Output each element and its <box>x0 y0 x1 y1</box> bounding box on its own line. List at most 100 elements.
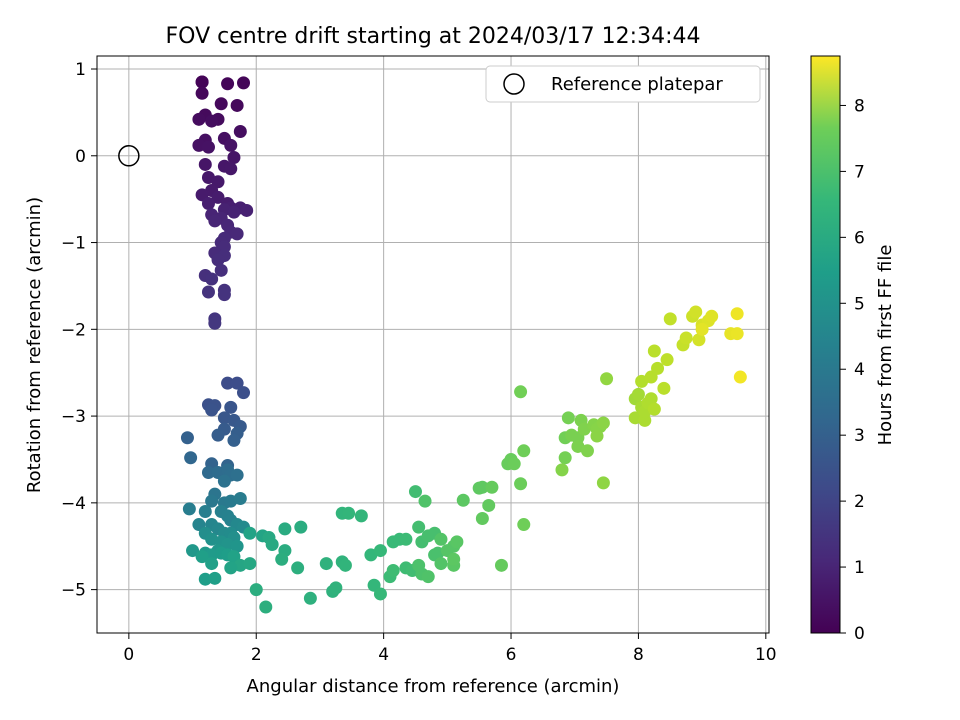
y-tick-label: 1 <box>75 60 86 80</box>
plot-frame <box>96 55 770 634</box>
data-point <box>230 468 244 482</box>
data-point <box>195 75 209 89</box>
data-point <box>580 444 594 458</box>
data-point <box>342 506 356 520</box>
data-point <box>485 480 499 494</box>
data-point <box>186 544 200 558</box>
y-tick-label: −2 <box>61 320 86 340</box>
data-point <box>201 197 215 211</box>
data-point <box>182 502 196 516</box>
colorbar-tick-label: 7 <box>854 162 865 182</box>
data-point <box>514 385 528 399</box>
y-tick-label: −3 <box>61 407 86 427</box>
colorbar-tick-label: 1 <box>854 558 865 578</box>
data-point <box>418 494 432 508</box>
data-point <box>201 285 215 299</box>
data-point <box>555 463 569 477</box>
data-point <box>663 312 677 326</box>
data-point <box>233 124 247 138</box>
colorbar-ticks: 0 1 2 3 4 5 6 7 8 <box>840 96 865 644</box>
data-point <box>733 370 747 384</box>
data-point <box>631 387 645 401</box>
data-point <box>278 522 292 536</box>
data-point <box>386 564 400 578</box>
legend-marker <box>503 73 525 95</box>
data-point <box>399 532 413 546</box>
data-point <box>475 480 489 494</box>
data-point <box>221 376 235 390</box>
data-point <box>217 288 231 302</box>
data-point <box>647 344 661 358</box>
data-point <box>198 572 212 586</box>
data-point <box>230 376 244 390</box>
x-tick-label: 6 <box>506 645 517 665</box>
data-point <box>354 509 368 523</box>
y-tick-label: −1 <box>61 234 86 254</box>
data-point <box>494 558 508 572</box>
data-point <box>338 558 352 572</box>
x-tick-label: 2 <box>251 645 262 665</box>
data-point <box>205 114 219 128</box>
data-point <box>211 190 225 204</box>
data-point <box>243 526 257 540</box>
x-tick-label: 4 <box>378 645 389 665</box>
data-point <box>259 600 273 614</box>
data-point <box>517 444 531 458</box>
data-point <box>249 583 263 597</box>
data-point <box>482 498 496 512</box>
data-point <box>227 205 241 219</box>
data-point <box>421 570 435 584</box>
data-point <box>596 416 610 430</box>
data-point <box>657 381 671 395</box>
data-point <box>434 557 448 571</box>
data-point <box>224 138 238 152</box>
data-point <box>243 557 257 571</box>
data-point <box>211 253 225 267</box>
data-point <box>434 532 448 546</box>
data-point <box>692 333 706 347</box>
data-point <box>651 361 665 375</box>
data-point <box>230 539 244 553</box>
data-point <box>408 485 422 499</box>
data-point <box>679 331 693 345</box>
data-point <box>192 112 206 126</box>
data-point <box>230 98 244 112</box>
data-point <box>507 457 521 471</box>
data-point <box>450 535 464 549</box>
data-point <box>221 77 235 91</box>
colorbar-tick-label: 6 <box>854 228 865 248</box>
data-point <box>590 429 604 443</box>
data-point <box>456 493 470 507</box>
data-point <box>237 76 251 90</box>
data-point <box>265 537 279 551</box>
data-point <box>227 433 241 447</box>
data-points <box>180 75 747 614</box>
chart-title: FOV centre drift starting at 2024/03/17 … <box>166 24 701 49</box>
data-point <box>230 227 244 241</box>
colorbar-tick-label: 4 <box>854 360 865 380</box>
data-point <box>198 157 212 171</box>
legend-entry: Reference platepar <box>551 74 723 95</box>
x-tick-label: 10 <box>755 645 777 665</box>
data-point <box>294 520 308 534</box>
data-point <box>514 477 528 491</box>
data-point <box>227 151 241 165</box>
colorbar: 0 1 2 3 4 5 6 7 8 Hours from first FF file <box>810 55 896 644</box>
data-point <box>214 263 228 277</box>
data-point <box>517 518 531 532</box>
data-point <box>596 476 610 490</box>
data-point <box>689 305 703 319</box>
data-point <box>705 309 719 323</box>
data-point <box>275 552 289 566</box>
data-point <box>730 307 744 321</box>
data-point <box>224 561 238 575</box>
colorbar-label: Hours from first FF file <box>875 245 896 446</box>
data-point <box>233 492 247 506</box>
data-point <box>184 451 198 465</box>
data-point <box>201 465 215 479</box>
data-point <box>695 322 709 336</box>
colorbar-tick-label: 3 <box>854 426 865 446</box>
data-point <box>561 411 575 425</box>
data-point <box>224 400 238 414</box>
data-point <box>240 203 254 217</box>
